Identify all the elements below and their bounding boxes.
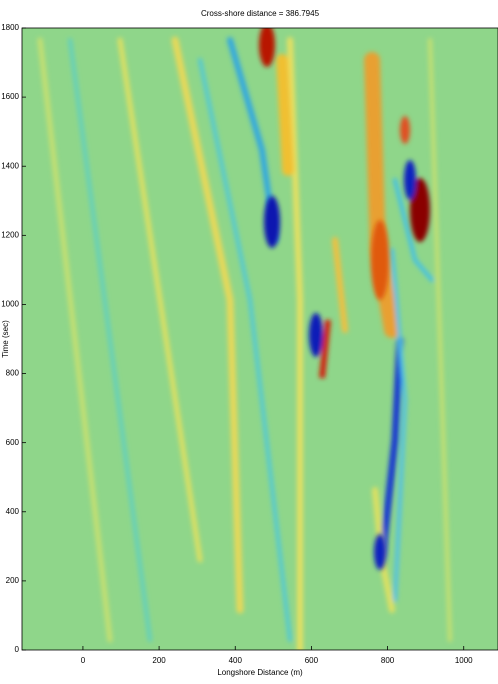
x-tick-label: 1000 xyxy=(455,656,473,665)
y-tick-label: 1800 xyxy=(1,23,19,32)
x-tick-label: 600 xyxy=(305,656,319,665)
field-features xyxy=(259,28,430,570)
y-tick-label: 1400 xyxy=(1,161,19,170)
y-tick-label: 600 xyxy=(6,438,20,447)
x-tick-label: 0 xyxy=(81,656,86,665)
x-tick-label: 200 xyxy=(152,656,166,665)
y-tick-label: 1000 xyxy=(1,300,19,309)
x-tick-label: 400 xyxy=(229,656,243,665)
y-axis-label: Time (sec) xyxy=(1,320,10,358)
y-tick-label: 0 xyxy=(15,645,20,654)
x-tick-label: 800 xyxy=(381,656,395,665)
chart-title: Cross-shore distance = 386.7945 xyxy=(201,9,320,18)
x-axis-label: Longshore Distance (m) xyxy=(217,668,303,677)
y-tick-label: 1200 xyxy=(1,230,19,239)
y-tick-label: 400 xyxy=(6,507,20,516)
plot-frame xyxy=(21,27,498,651)
y-tick-label: 800 xyxy=(6,369,20,378)
heatmap-field xyxy=(22,28,498,650)
y-tick-label: 200 xyxy=(6,576,20,585)
y-tick-label: 1600 xyxy=(1,92,19,101)
